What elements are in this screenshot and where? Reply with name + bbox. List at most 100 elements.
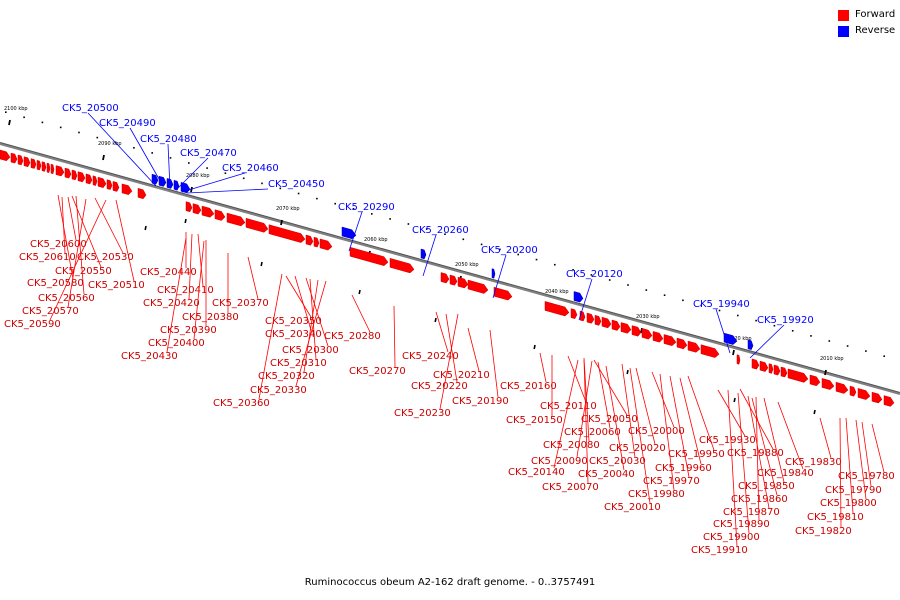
forward-gene-box: [883, 395, 895, 407]
forward-gene-label: CK5_19950: [668, 449, 725, 460]
scale-label: 2060 kbp: [364, 237, 388, 243]
forward-gene-label: CK5_20390: [160, 325, 217, 336]
forward-leader-line: [193, 240, 205, 340]
forward-leader-line: [855, 419, 867, 500]
forward-leader-line: [295, 280, 327, 387]
scale-dot: [828, 340, 831, 342]
scale-dot: [810, 335, 812, 337]
scale-dot: [151, 152, 153, 154]
scale-dot: [791, 330, 794, 332]
scale-dot: [645, 289, 648, 291]
forward-gene-box: [620, 322, 632, 334]
reverse-leader-line: [167, 143, 171, 189]
forward-gene-label: CK5_19880: [727, 448, 784, 459]
forward-gene-label: CK5_20010: [604, 502, 661, 513]
reverse-gene-label: CK5_20450: [268, 179, 325, 190]
forward-gene-label: CK5_20300: [282, 345, 339, 356]
forward-gene-box: [23, 156, 31, 168]
reverse-gene-label: CK5_20490: [99, 118, 156, 129]
scale-dot: [188, 162, 190, 164]
forward-gene-label: CK5_20030: [589, 456, 646, 467]
reverse-gene-label: CK5_19940: [693, 299, 750, 310]
scale-dot: [297, 192, 300, 195]
scale-dot: [499, 248, 501, 251]
scale-label: 2080 kbp: [186, 173, 210, 179]
forward-gene-label: CK5_20440: [140, 267, 197, 278]
forward-gene-box: [313, 236, 320, 248]
gene-marker-tick: [626, 369, 629, 375]
forward-leader-line: [393, 305, 396, 368]
scale-label: 2010 kbp: [820, 356, 844, 362]
forward-gene-box: [835, 381, 849, 394]
reverse-leader-line: [578, 278, 593, 321]
forward-leader-line: [845, 417, 854, 514]
scale-dot: [169, 157, 172, 159]
scale-dot: [444, 233, 446, 235]
forward-leader-line: [489, 329, 499, 398]
forward-leader-line: [819, 417, 832, 459]
reverse-leader-line: [129, 127, 164, 187]
forward-gene-box: [663, 334, 677, 346]
scale-dot: [462, 238, 465, 241]
reverse-gene-label: CK5_20460: [222, 163, 279, 174]
forward-gene-label: CK5_20280: [324, 331, 381, 342]
scale-dot: [883, 355, 885, 357]
forward-gene-box: [768, 363, 774, 374]
forward-gene-label: CK5_19780: [838, 471, 895, 482]
forward-gene-box: [849, 385, 857, 397]
forward-gene-box: [64, 167, 72, 179]
scale-dot: [261, 182, 263, 185]
gene-marker-tick: [260, 261, 263, 267]
forward-gene-box: [676, 337, 688, 350]
forward-gene-box: [41, 161, 47, 172]
forward-leader-line: [597, 361, 611, 429]
scale-dot: [78, 131, 80, 134]
scale-label: 2070 kbp: [276, 206, 300, 212]
forward-gene-label: CK5_20070: [542, 482, 599, 493]
forward-leader-line: [669, 375, 690, 478]
forward-gene-box: [631, 325, 642, 337]
forward-leader-line: [435, 311, 449, 353]
forward-gene-label: CK5_20580: [27, 278, 84, 289]
scale-label: 2030 kbp: [636, 314, 660, 320]
reverse-gene-box: [573, 291, 584, 303]
forward-gene-label: CK5_19970: [643, 476, 700, 487]
forward-leader-line: [303, 279, 319, 373]
forward-gene-box: [201, 205, 215, 218]
scale-dot: [407, 223, 410, 225]
reverse-leader-line: [87, 112, 157, 187]
scale-major-tick: [732, 349, 735, 356]
forward-gene-label: CK5_20420: [143, 298, 200, 309]
forward-gene-label: CK5_20560: [38, 293, 95, 304]
forward-gene-box: [92, 175, 98, 186]
reverse-leader-line: [181, 172, 246, 193]
forward-gene-box: [493, 286, 513, 301]
scale-label: 2050 kbp: [455, 262, 479, 268]
scale-dot: [773, 324, 776, 327]
forward-gene-box: [594, 314, 602, 326]
forward-gene-box: [112, 181, 120, 192]
forward-gene-box: [467, 279, 489, 294]
forward-gene-box: [214, 209, 226, 221]
forward-leader-line: [467, 327, 480, 372]
gene-marker-tick: [184, 218, 187, 224]
forward-gene-label: CK5_19820: [795, 526, 852, 537]
forward-gene-label: CK5_20000: [628, 426, 685, 437]
forward-leader-line: [188, 233, 193, 300]
forward-leader-line: [57, 194, 74, 280]
scale-dot: [224, 172, 227, 174]
forward-leader-line: [309, 278, 317, 360]
scale-dot: [718, 309, 721, 312]
forward-gene-label: CK5_20370: [212, 298, 269, 309]
forward-gene-label: CK5_20530: [77, 252, 134, 263]
forward-gene-label: CK5_19980: [628, 489, 685, 500]
forward-gene-label: CK5_20150: [506, 415, 563, 426]
scale-dot: [535, 258, 538, 261]
scale-dot: [737, 314, 739, 317]
forward-leader-line: [583, 357, 590, 442]
scale-major-tick: [8, 119, 11, 126]
reverse-leader-line: [175, 157, 209, 191]
forward-gene-label: CK5_19790: [825, 485, 882, 496]
scale-dot: [279, 187, 282, 190]
